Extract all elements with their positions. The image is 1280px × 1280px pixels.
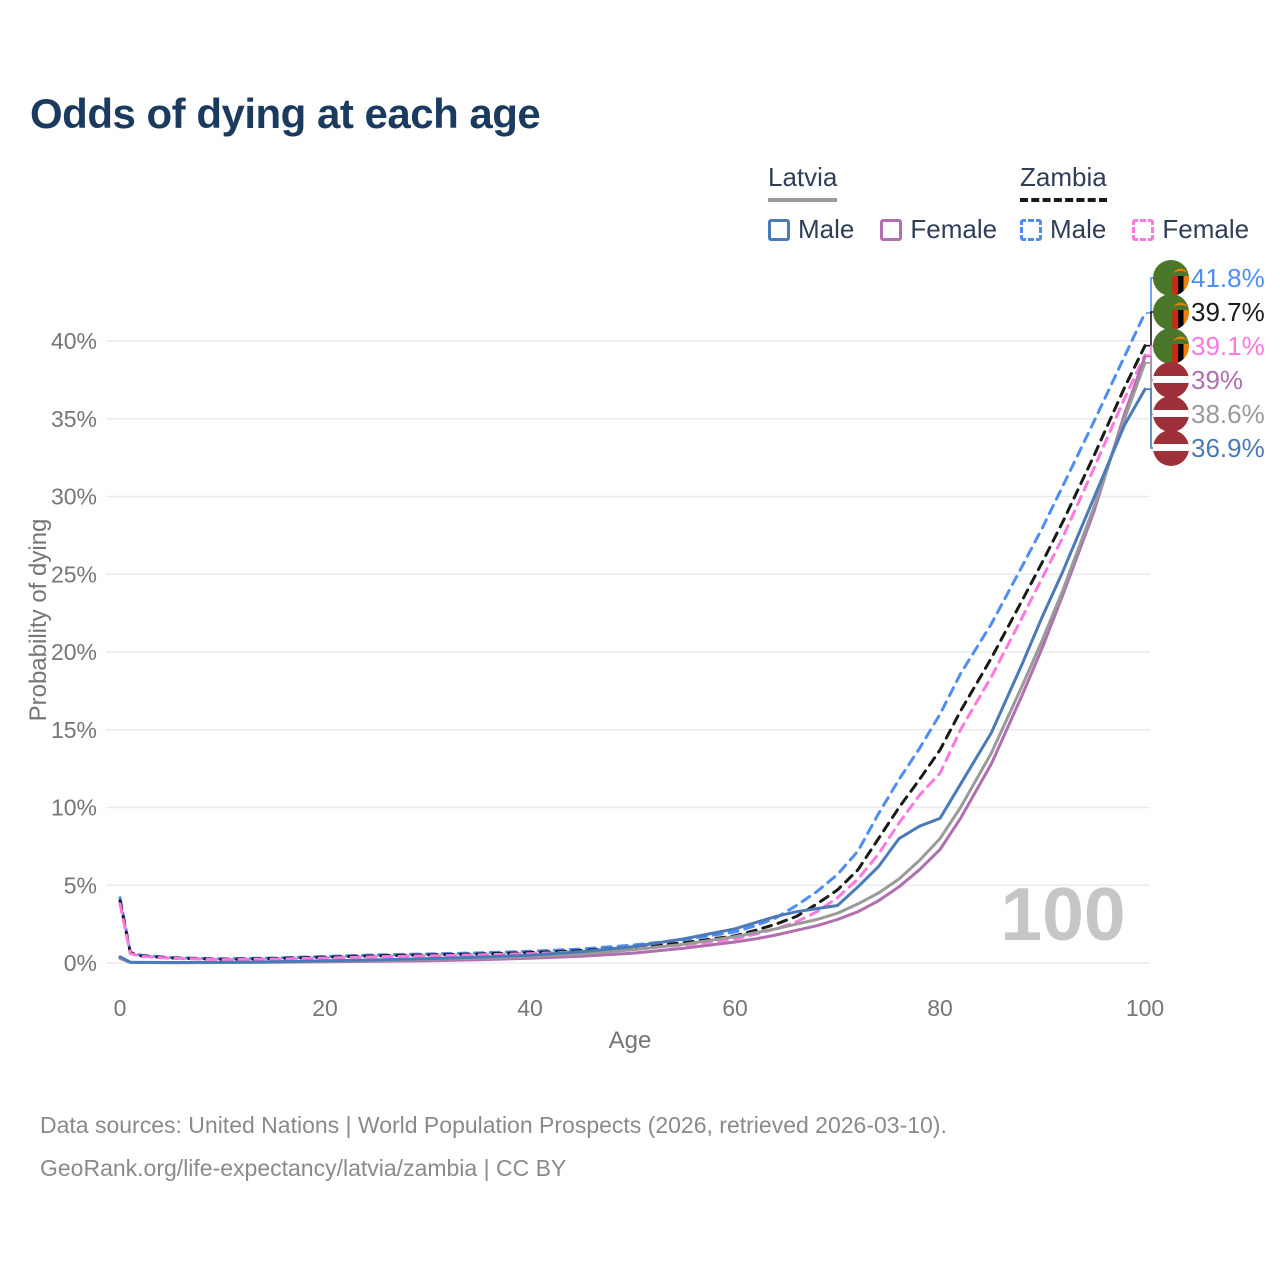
end-value-label: 39% <box>1191 365 1243 395</box>
end-value-label: 38.6% <box>1191 399 1265 429</box>
legend-item-latvia-female[interactable]: Female <box>880 214 997 245</box>
y-axis-title: Probability of dying <box>25 519 52 722</box>
y-tick-label: 0% <box>64 950 97 976</box>
flag-icon-latvia <box>1153 396 1189 432</box>
flag-icon-latvia <box>1153 430 1189 466</box>
legend-country-zambia[interactable]: Zambia <box>1020 162 1107 202</box>
y-tick-label: 5% <box>64 872 97 898</box>
legend-label-zambia-male: Male <box>1050 214 1107 244</box>
series-line-zambia-male[interactable] <box>118 311 1147 961</box>
legend-swatch-zambia-male[interactable] <box>1020 218 1042 241</box>
legend-item-zambia-male[interactable]: Male <box>1020 214 1106 245</box>
x-tick-label: 20 <box>312 995 338 1021</box>
y-tick-label: 25% <box>51 561 97 587</box>
legend-item-latvia-male[interactable]: Male <box>768 214 854 245</box>
legend-country-latvia[interactable]: Latvia <box>768 162 838 202</box>
series-line-latvia-male[interactable] <box>118 387 1147 964</box>
legend-group-latvia: Latvia Male Female <box>768 162 997 245</box>
legend-swatch-zambia-female[interactable] <box>1132 218 1155 241</box>
legend-group-zambia: Zambia Male Female <box>1020 162 1249 245</box>
legend-item-zambia-female[interactable]: Female <box>1132 214 1249 245</box>
y-tick-label: 15% <box>51 717 97 743</box>
flag-icon-latvia <box>1153 362 1189 398</box>
legend-label-latvia-male: Male <box>798 214 855 244</box>
x-axis-title: Age <box>609 1027 652 1054</box>
legend-swatch-latvia-female[interactable] <box>880 218 903 241</box>
y-tick-label: 35% <box>51 406 97 432</box>
y-tick-label: 20% <box>51 639 97 665</box>
x-tick-label: 80 <box>927 995 953 1021</box>
legend-swatch-latvia-male[interactable] <box>768 218 790 241</box>
x-tick-label: 100 <box>1126 995 1164 1021</box>
series-line-latvia-both[interactable] <box>118 361 1147 965</box>
y-tick-label: 30% <box>51 484 97 510</box>
legend-items-zambia: Male Female <box>1020 214 1249 245</box>
x-tick-label: 0 <box>114 995 127 1021</box>
end-value-label: 41.8% <box>1191 263 1265 293</box>
legend-label-latvia-female: Female <box>910 214 998 244</box>
data-sources-line: Data sources: United Nations | World Pop… <box>40 1112 947 1138</box>
flag-icon-zambia <box>1153 328 1189 364</box>
y-tick-label: 10% <box>51 795 97 821</box>
page-title: Odds of dying at each age <box>30 90 541 137</box>
end-value-label: 39.7% <box>1191 297 1265 327</box>
legend-label-zambia-female: Female <box>1162 214 1250 244</box>
flag-icon-zambia <box>1153 260 1189 296</box>
attribution-line: GeoRank.org/life-expectancy/latvia/zambi… <box>40 1155 567 1181</box>
chart-footer: Data sources: United Nations | World Pop… <box>40 1104 947 1190</box>
end-value-label: 36.9% <box>1191 433 1265 463</box>
x-tick-label: 60 <box>722 995 748 1021</box>
legend-items-latvia: Male Female <box>768 214 997 245</box>
series-line-latvia-female[interactable] <box>118 355 1147 965</box>
age-watermark: 100 <box>1000 872 1125 956</box>
end-value-label: 39.1% <box>1191 331 1265 361</box>
series-line-zambia-female[interactable] <box>118 353 1147 962</box>
y-tick-label: 40% <box>51 328 97 354</box>
x-tick-label: 40 <box>517 995 543 1021</box>
flag-icon-zambia <box>1153 294 1189 330</box>
